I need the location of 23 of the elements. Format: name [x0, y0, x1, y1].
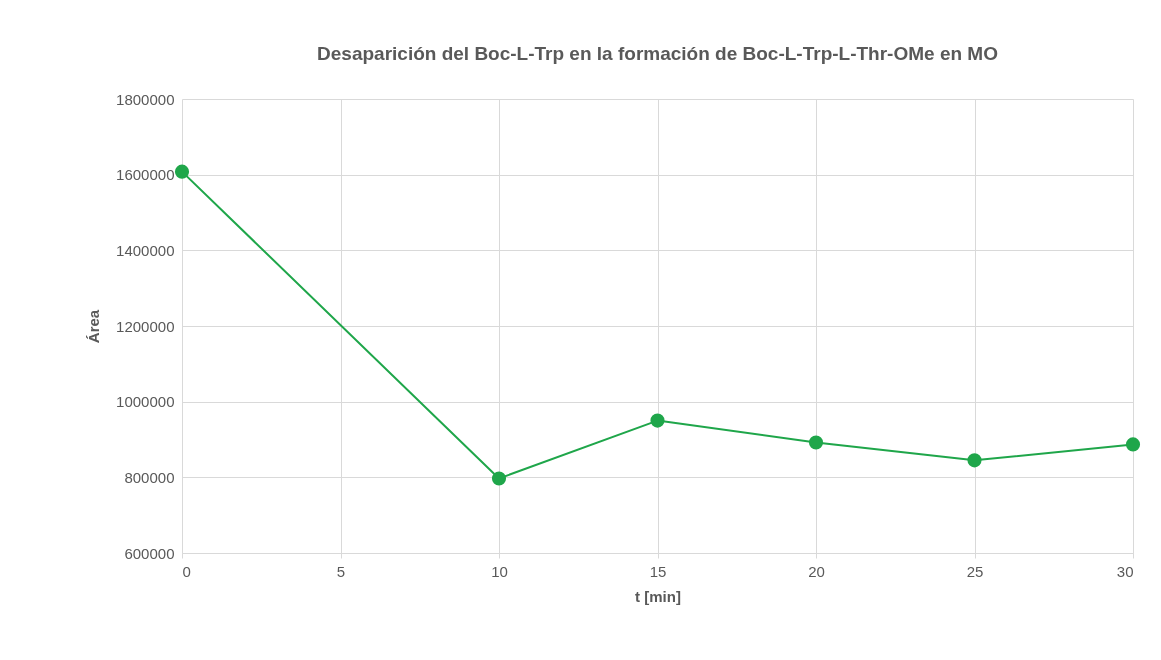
y-tick-label: 1800000	[116, 90, 175, 108]
x-tick-label: 5	[336, 562, 346, 580]
chart-title: Desaparición del Boc-L-Trp en la formación de Boc-L-Trp-L-Thr-OMe en MO	[317, 43, 998, 64]
x-tick-label: 25	[966, 562, 984, 580]
x-tick-label: 15	[649, 562, 667, 580]
y-tick-label: 600000	[124, 544, 175, 562]
point	[650, 413, 665, 428]
y-tick-label: 800000	[124, 468, 175, 486]
y-tick-label: 1000000	[116, 393, 175, 411]
point	[491, 471, 507, 486]
x-axis-title: t [min]	[635, 587, 681, 605]
point	[967, 453, 982, 468]
y-tick-label: 1600000	[116, 166, 175, 184]
x-tick-label: 20	[808, 562, 825, 580]
y-axis-title: Área	[85, 309, 103, 344]
point	[808, 435, 824, 450]
x-tick-label: 0	[182, 562, 191, 580]
x-tick-label: 30	[1116, 562, 1134, 580]
point	[174, 164, 190, 179]
x-tick-label: 10	[491, 562, 508, 580]
point	[1125, 437, 1141, 452]
y-tick-label: 1200000	[116, 317, 175, 335]
y-tick-label: 1400000	[116, 241, 175, 259]
